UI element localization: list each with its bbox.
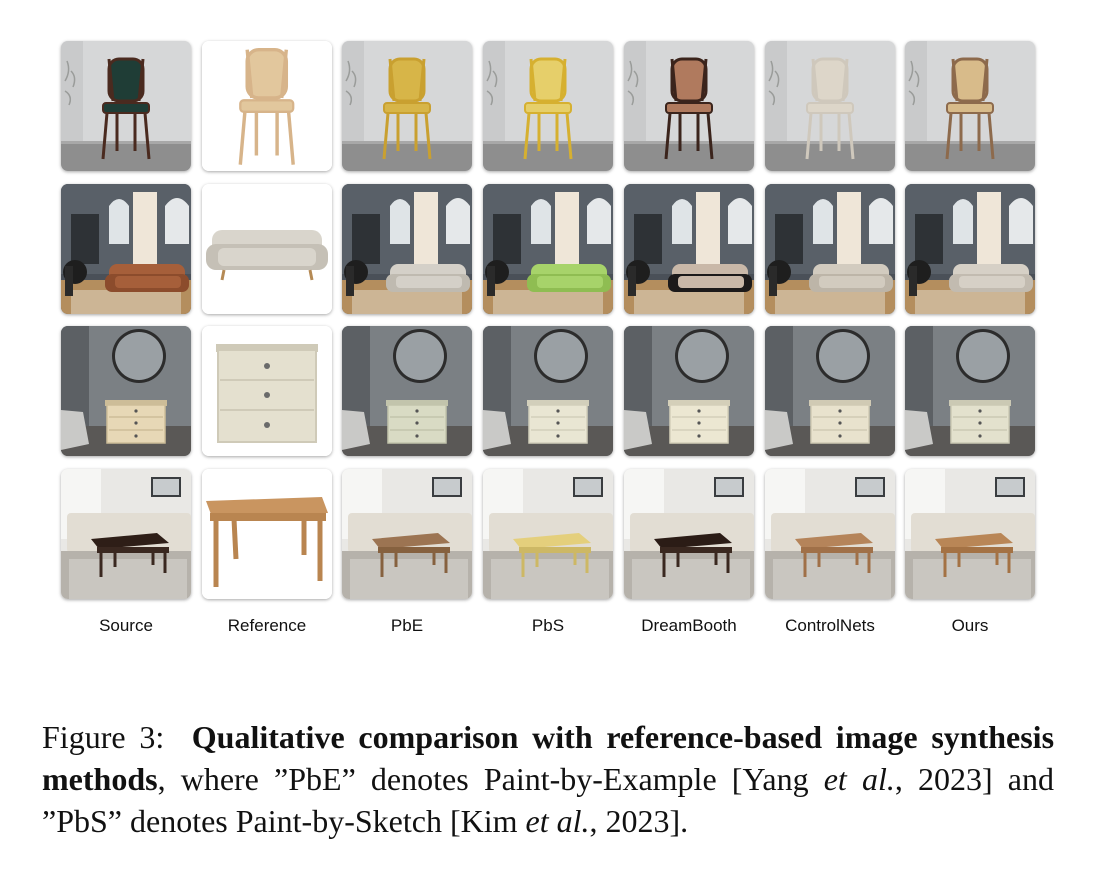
caption-citation-2: et al. [525, 803, 590, 839]
chair-image-ours [905, 41, 1035, 171]
row-sofa [61, 183, 1035, 314]
row-table [61, 468, 1035, 599]
column-label-ours: Ours [951, 616, 989, 635]
chair-image-dreambooth [624, 41, 754, 171]
table-image-reference [202, 468, 332, 599]
column-label-dreambooth: DreamBooth [641, 616, 737, 635]
chair-image-pbs [483, 41, 613, 171]
chair-image-controlnets [765, 41, 895, 171]
caption-citation-1: et al. [823, 761, 895, 797]
table-image-pbe [342, 468, 472, 599]
caption-bold-title: Qualitative comparison with reference-ba… [42, 719, 1055, 797]
caption-label: Figure 3: [42, 719, 165, 755]
caption-text-3: , 2023]. [589, 803, 689, 839]
column-label-reference: Reference [227, 616, 307, 635]
chair-image-source [61, 41, 191, 171]
sofa-image-ours [905, 183, 1035, 314]
dresser-image-reference [202, 326, 332, 456]
row-dresser [61, 326, 1035, 456]
sofa-image-reference [202, 183, 332, 314]
sofa-image-pbe [342, 183, 472, 314]
dresser-image-pbs [483, 326, 613, 456]
column-label-controlnets: ControlNets [785, 616, 875, 635]
table-image-ours [905, 468, 1035, 599]
chair-image-pbe [342, 41, 472, 171]
chair-image-reference [202, 41, 332, 171]
caption-text-1: , where ”PbE” denotes Paint-by-Example [… [157, 761, 824, 797]
dresser-image-pbe [342, 326, 472, 456]
column-label-pbs: PbS [531, 616, 565, 635]
figure-caption: Figure 3: Qualitative comparison with re… [42, 716, 1054, 842]
column-label-source: Source [99, 616, 153, 635]
row-chair [61, 41, 1035, 171]
table-image-controlnets [765, 468, 895, 599]
table-image-dreambooth [624, 468, 754, 599]
sofa-image-controlnets [765, 183, 895, 314]
caption-text-2: , 2023] and ”PbS” denotes Paint-by-Sketc… [42, 761, 1055, 839]
dresser-image-controlnets [765, 326, 895, 456]
sofa-image-pbs [483, 183, 613, 314]
sofa-image-dreambooth [624, 183, 754, 314]
dresser-image-ours [905, 326, 1035, 456]
table-image-source [61, 468, 191, 599]
dresser-image-source [61, 326, 191, 456]
column-label-pbe: PbE [390, 616, 424, 635]
sofa-image-source [61, 183, 191, 314]
table-image-pbs [483, 468, 613, 599]
dresser-image-dreambooth [624, 326, 754, 456]
